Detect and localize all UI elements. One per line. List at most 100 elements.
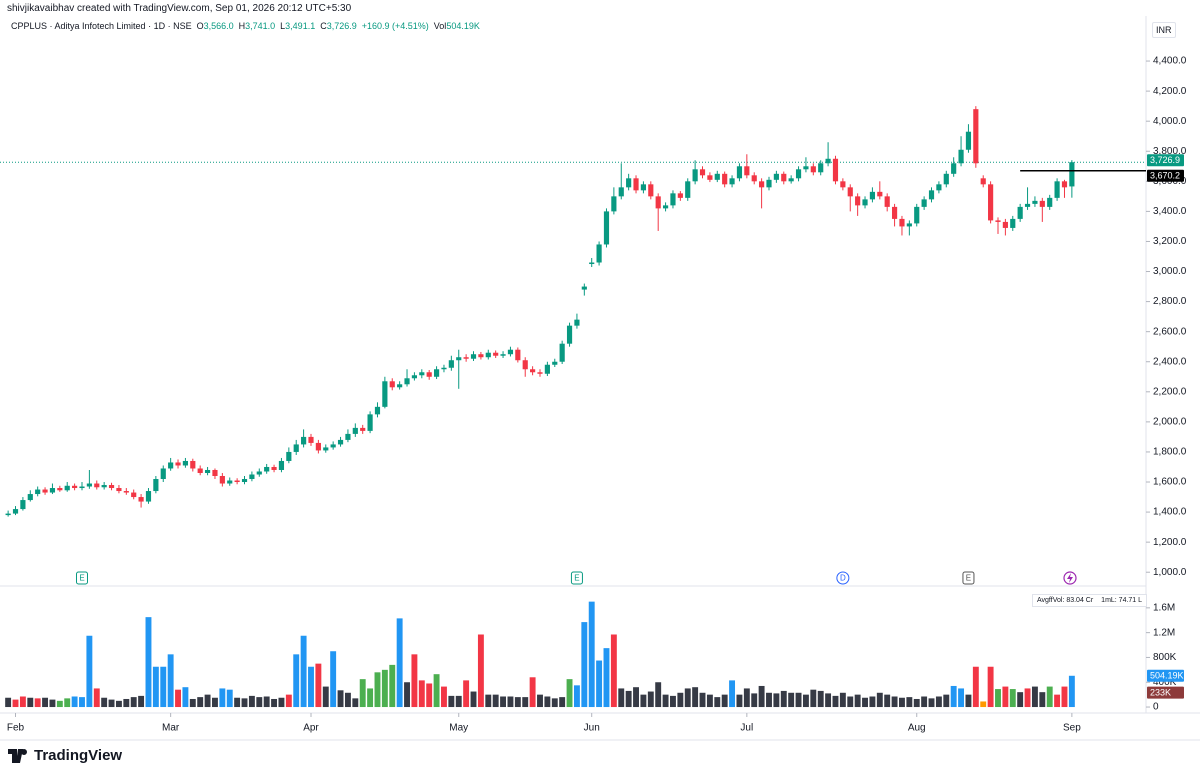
legend-value: 3,566.0 <box>203 21 234 31</box>
last-price-label-box <box>1147 154 1184 167</box>
candle-body <box>566 325 573 344</box>
candle-body <box>862 199 868 206</box>
event-label: D <box>840 574 846 583</box>
candle-body <box>219 476 225 484</box>
legend-item: O3,566.0 <box>197 21 234 31</box>
candle-body <box>426 372 432 377</box>
volume-tick-label: 400K <box>1153 677 1177 688</box>
candle-body <box>411 375 418 379</box>
volume-bar <box>86 635 93 708</box>
volume-tick-label: 800K <box>1153 652 1177 663</box>
candle-body <box>958 149 964 164</box>
volume-bar <box>374 672 381 708</box>
x-tick-label: Mar <box>162 723 180 734</box>
candle-body <box>988 184 994 221</box>
candle-body <box>766 179 772 188</box>
candle-body <box>633 178 639 191</box>
volume-bar <box>219 688 226 708</box>
x-tick-label: May <box>449 723 468 734</box>
volume-bar <box>633 687 639 708</box>
candle-body <box>951 163 957 174</box>
volume-bar <box>655 682 662 708</box>
header: shivjikavaibhav created with TradingView… <box>7 3 352 14</box>
candle-body <box>49 488 56 493</box>
candle-body <box>79 486 85 489</box>
volume-bar <box>802 694 809 708</box>
volume-bar <box>581 622 588 708</box>
candle-body <box>94 483 100 488</box>
candle-body <box>980 178 986 185</box>
candle-body <box>160 468 166 480</box>
x-tick-label: Jul <box>740 723 753 734</box>
candle-body <box>581 286 587 290</box>
volume-bar <box>79 697 85 708</box>
candle-body <box>655 196 661 209</box>
volume-bar <box>899 697 905 708</box>
candle-body <box>108 485 115 489</box>
volume-bar <box>197 697 204 708</box>
avg-volume-box: AvgffVol: 83.04 Cr 1mL: 74.71 L <box>1032 594 1148 607</box>
candle-body <box>626 178 632 188</box>
candle-body <box>751 175 757 182</box>
candle-body <box>640 184 647 191</box>
candle-body <box>773 173 779 180</box>
volume-tick-label: 0 <box>1153 702 1159 713</box>
y-tick-label: 2,600.0 <box>1153 326 1187 337</box>
candle-body <box>795 169 802 179</box>
candle-body <box>367 414 373 431</box>
candle-body <box>493 352 499 356</box>
volume-bar <box>389 664 396 708</box>
candle-body <box>1061 181 1068 188</box>
candle-body <box>744 166 750 176</box>
volume-bar <box>869 696 876 708</box>
volume-bar <box>640 694 647 708</box>
candle-body <box>42 489 48 493</box>
volume-bar <box>130 697 137 708</box>
event-label: E <box>966 574 971 583</box>
candle-body <box>722 173 728 185</box>
event-label: E <box>79 574 84 583</box>
volume-bar <box>115 700 122 708</box>
candle-body <box>788 178 794 182</box>
candle-body <box>1010 218 1016 228</box>
candle-body <box>891 206 898 219</box>
volume-bar <box>367 688 374 708</box>
volume-bar <box>500 696 507 708</box>
volume-bar <box>1009 689 1016 708</box>
volume-bar <box>204 694 211 708</box>
candle-body <box>20 500 26 510</box>
candle-body <box>345 433 351 440</box>
legend: CPPLUS · Aditya Infotech Limited · 1D · … <box>11 21 480 31</box>
avg-volume: 1mL: 74.71 L <box>1101 597 1143 604</box>
candle-body <box>433 369 440 377</box>
candle-body <box>596 244 602 263</box>
candle-body <box>249 474 255 480</box>
candle-body <box>308 436 314 443</box>
event-icon <box>836 571 850 585</box>
logo-mark <box>8 748 27 763</box>
candle-body <box>507 349 514 355</box>
candle-body <box>323 447 329 451</box>
candle-body <box>803 166 809 170</box>
volume-bar <box>928 698 935 708</box>
volume-bar <box>256 697 263 708</box>
candle-body <box>781 173 787 182</box>
candle-body <box>544 364 550 374</box>
volume-bar <box>64 698 71 708</box>
volume-bar <box>588 601 595 708</box>
candle-body <box>1054 181 1060 198</box>
volume-bar <box>795 692 802 708</box>
candle-body <box>153 479 159 492</box>
y-tick-label: 1,600.0 <box>1153 477 1187 488</box>
volume-bar <box>123 698 130 708</box>
volume-bar <box>706 694 713 708</box>
candle-body <box>234 480 240 483</box>
candle-body <box>212 469 218 476</box>
volume-bar <box>56 700 63 708</box>
footer-logo: TradingView <box>8 747 122 764</box>
candle-body <box>1069 162 1075 187</box>
candle-body <box>736 166 743 179</box>
candle-body <box>877 191 883 197</box>
y-tick-label: 3,200.0 <box>1153 236 1187 247</box>
